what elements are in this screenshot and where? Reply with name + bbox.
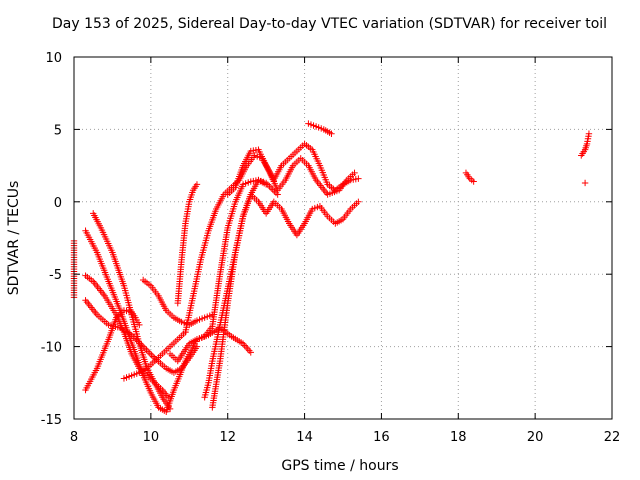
data-points — [70, 120, 593, 415]
data-point — [241, 342, 248, 349]
axis-ticks — [73, 56, 613, 420]
data-point — [262, 181, 270, 188]
series-arc-8 — [166, 176, 281, 365]
series-arc-5 — [82, 307, 143, 394]
series-arc-14 — [305, 120, 335, 137]
series-arc-10 — [182, 152, 358, 336]
x-tick-label: 18 — [450, 430, 467, 445]
data-point — [146, 350, 153, 357]
y-tick-label: -15 — [41, 413, 62, 428]
data-point — [244, 345, 251, 353]
series-arc-3 — [82, 297, 201, 376]
x-tick-label: 8 — [70, 430, 78, 445]
data-point — [149, 353, 157, 360]
data-point — [355, 198, 362, 205]
series-arc-1 — [82, 227, 254, 415]
x-axis-label: GPS time / hours — [281, 458, 398, 474]
series-arc-12 — [209, 191, 362, 411]
data-point — [355, 175, 362, 182]
data-point — [143, 346, 150, 354]
y-tick-label: 10 — [45, 51, 62, 66]
x-tick-label: 16 — [373, 430, 390, 445]
data-point — [164, 394, 172, 401]
data-point — [470, 178, 477, 185]
data-point — [193, 343, 201, 350]
chart-title: Day 153 of 2025, Sidereal Day-to-day VTE… — [52, 16, 608, 32]
series-arc-11 — [201, 176, 270, 401]
x-tick-label: 12 — [219, 430, 236, 445]
series-arc-13 — [224, 140, 362, 198]
y-axis-label: SDTVAR / TECUs — [6, 181, 22, 296]
series-arc-17 — [581, 179, 589, 187]
y-tick-label: -5 — [49, 268, 62, 283]
series-arc-6 — [120, 328, 189, 382]
y-tick-label: 0 — [54, 196, 62, 211]
y-tick-labels: -15 -10 -5 0 5 10 — [41, 51, 62, 428]
data-point — [136, 321, 143, 329]
series-arc-7 — [139, 276, 216, 329]
series-arc-15 — [462, 169, 477, 185]
data-point — [351, 169, 358, 177]
data-point — [193, 181, 201, 188]
data-point — [247, 349, 254, 356]
x-tick-labels: 8 10 12 14 16 18 20 22 — [70, 430, 620, 445]
plot-frame — [73, 56, 613, 420]
data-point — [246, 347, 253, 354]
series-arc-9 — [174, 181, 201, 307]
data-point — [148, 351, 155, 359]
series-arc-16 — [578, 130, 593, 159]
data-point — [328, 130, 335, 137]
x-tick-label: 14 — [296, 430, 313, 445]
y-tick-label: -10 — [41, 341, 62, 356]
x-tick-label: 10 — [143, 430, 160, 445]
x-tick-label: 22 — [604, 430, 621, 445]
data-point — [242, 343, 250, 351]
data-point — [581, 179, 589, 187]
data-point — [269, 186, 276, 193]
data-point — [144, 348, 152, 355]
x-tick-label: 20 — [527, 430, 544, 445]
series-arc-4 — [90, 210, 174, 413]
data-point — [585, 130, 593, 137]
data-point — [166, 405, 174, 413]
y-tick-label: 5 — [54, 123, 62, 138]
grid-lines — [74, 57, 612, 419]
